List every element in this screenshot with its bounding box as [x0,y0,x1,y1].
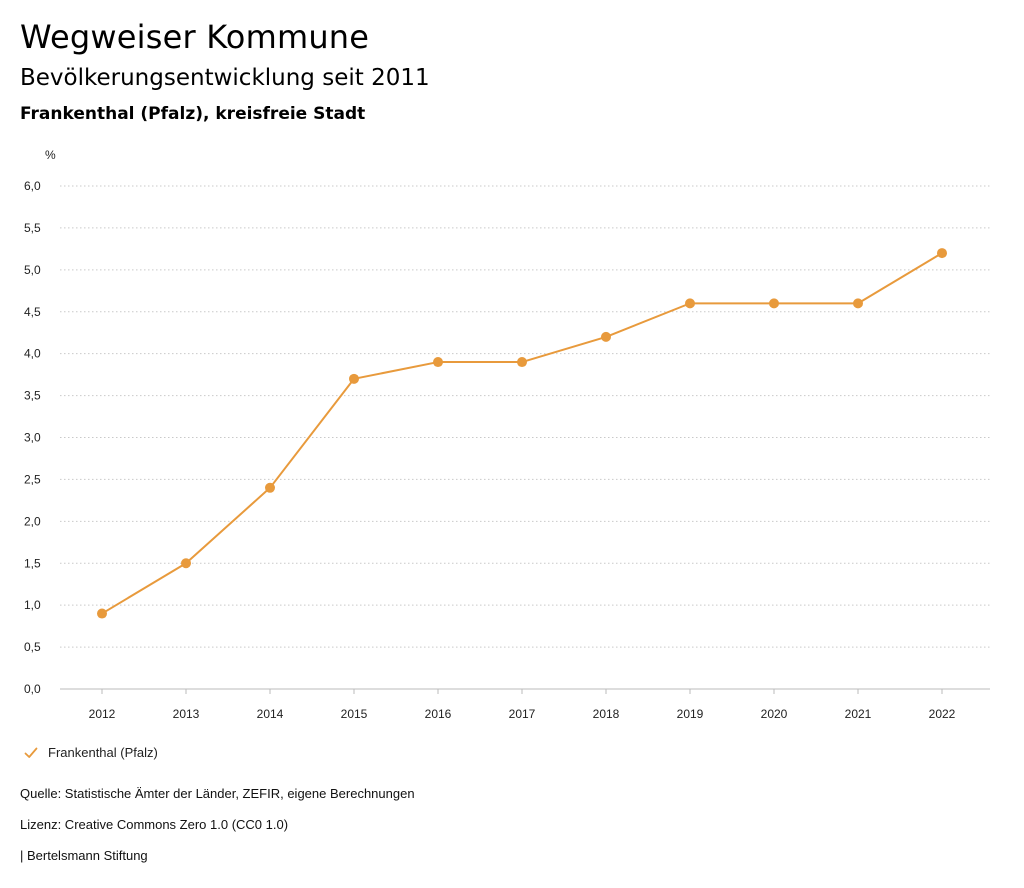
chart-title: Wegweiser Kommune [20,18,370,56]
series-frankenthal [97,248,947,619]
data-point [853,298,863,309]
x-tick-label: 2014 [257,707,284,721]
x-tick-label: 2016 [425,707,452,721]
x-tick-label: 2015 [341,707,368,721]
y-tick-label: 1,0 [24,598,41,612]
x-tick-label: 2018 [593,707,620,721]
x-tick-label: 2020 [761,707,788,721]
x-tick-label: 2022 [929,707,956,721]
region-name: Frankenthal (Pfalz), kreisfreie Stadt [20,104,366,124]
source-note: Quelle: Statistische Ämter der Länder, Z… [20,786,415,801]
grid-lines [60,185,990,690]
line-chart: % 0,0 0,5 1,0 1,5 2,0 2,5 3,0 3,5 4,0 4,5 5,0 5,5 6,… [24,148,990,721]
x-axis-ticks: 2012 2013 2014 2015 2016 2017 2018 2019 2020 2021… [89,689,956,721]
check-icon [24,747,38,758]
data-point [601,331,611,342]
x-tick-label: 2021 [845,707,872,721]
data-point [349,373,359,384]
x-tick-label: 2012 [89,707,116,721]
y-tick-label: 6,0 [24,179,41,193]
data-point [181,558,191,569]
y-tick-label: 4,5 [24,305,41,319]
data-point [685,298,695,309]
y-tick-label: 3,0 [24,431,41,445]
legend-label: Frankenthal (Pfalz) [48,745,158,760]
y-axis-ticks: 0,0 0,5 1,0 1,5 2,0 2,5 3,0 3,5 4,0 4,5 5,0 5,5 6,0 [24,179,41,696]
y-tick-label: 1,5 [24,556,41,570]
y-tick-label: 2,0 [24,514,41,528]
license-note: Lizenz: Creative Commons Zero 1.0 (CC0 1… [20,817,289,832]
y-axis-unit-label: % [45,148,56,162]
y-tick-label: 2,5 [24,472,41,486]
data-point [517,357,527,368]
series-line [101,252,943,615]
publisher-note: | Bertelsmann Stiftung [20,848,148,863]
data-point [937,248,947,259]
x-tick-label: 2019 [677,707,704,721]
data-point [265,482,275,493]
data-point [769,298,779,309]
data-point [433,357,443,368]
data-point [97,608,107,619]
y-tick-label: 5,0 [24,263,41,277]
y-tick-label: 0,0 [24,682,41,696]
y-tick-label: 0,5 [24,640,41,654]
x-tick-label: 2017 [509,707,536,721]
x-tick-label: 2013 [173,707,200,721]
chart-subtitle: Bevölkerungsentwicklung seit 2011 [20,65,430,91]
y-tick-label: 3,5 [24,389,41,403]
legend-item-frankenthal[interactable]: Frankenthal (Pfalz) [24,745,158,760]
y-tick-label: 5,5 [24,221,41,235]
y-tick-label: 4,0 [24,347,41,361]
